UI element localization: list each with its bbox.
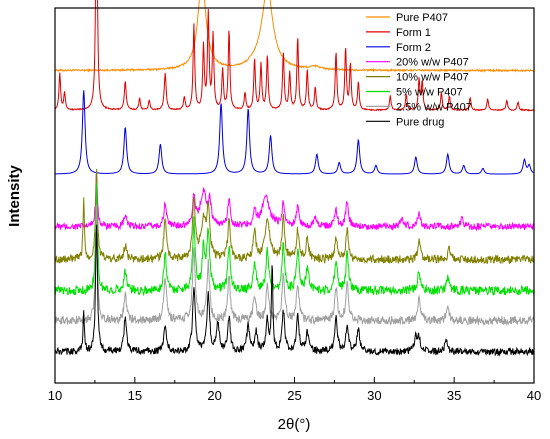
- x-axis: 10 15 20 25 30 35 40: [48, 377, 541, 403]
- legend-label: Pure drug: [396, 116, 444, 128]
- legend-label: 5% w/w P407: [396, 87, 463, 99]
- series-line-5: [54, 168, 535, 265]
- legend-label: Form 2: [396, 42, 431, 54]
- legend-label: 2.5% w/w P407: [396, 101, 472, 113]
- series-line-2: [54, 0, 535, 112]
- series-line-3: [54, 90, 535, 175]
- x-tick-label: 35: [447, 388, 461, 403]
- curves-layer: [54, 0, 535, 357]
- x-axis-title: 2θ(°): [278, 416, 311, 433]
- series-line-1: [54, 0, 535, 73]
- x-tick-label: 40: [527, 388, 541, 403]
- legend: Pure P407 Form 1 Form 2 20% w/w P407 10% w/w…: [366, 12, 472, 128]
- legend-label: 10% w/w P407: [396, 72, 469, 84]
- legend-label: 20% w/w P407: [396, 57, 469, 69]
- series-line-8: [54, 224, 535, 357]
- x-tick-label: 25: [287, 388, 301, 403]
- legend-label: Pure P407: [396, 12, 448, 24]
- legend-label: Form 1: [396, 27, 431, 39]
- series-line-4: [54, 174, 535, 232]
- x-tick-label: 30: [367, 388, 381, 403]
- series-line-6: [54, 183, 535, 297]
- series-line-7: [54, 204, 535, 327]
- x-tick-label: 10: [48, 388, 62, 403]
- y-axis-title: Intensity: [6, 165, 23, 227]
- x-tick-label: 15: [128, 388, 142, 403]
- x-tick-label: 20: [207, 388, 221, 403]
